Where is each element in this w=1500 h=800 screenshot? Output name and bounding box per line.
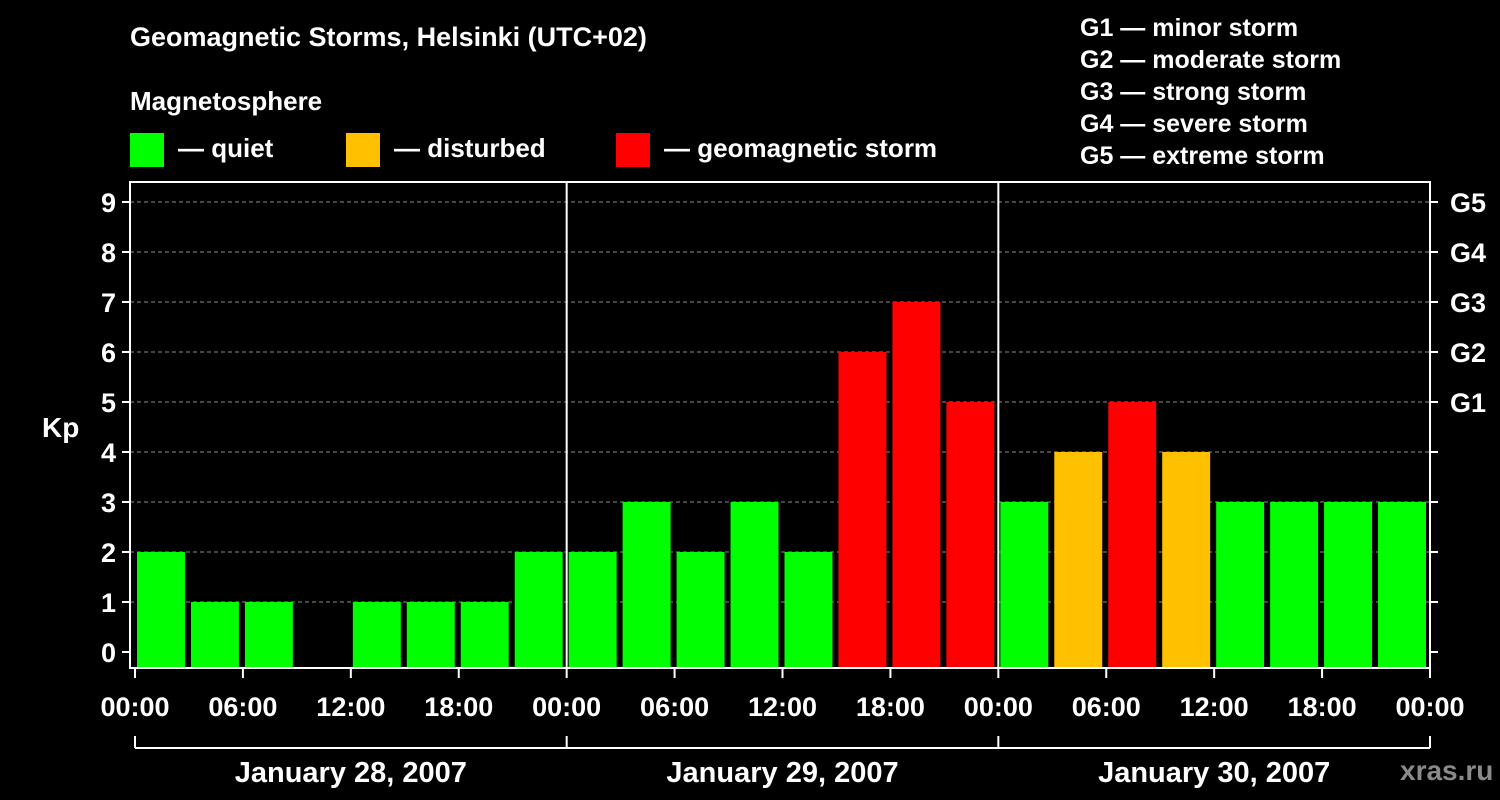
g-scale-label: G3 [1450, 288, 1486, 318]
legend-label-disturbed: — disturbed [394, 133, 546, 163]
y-tick-label: 7 [101, 288, 116, 318]
kp-bar [514, 552, 563, 668]
kp-bar [1162, 452, 1211, 668]
kp-bar [1000, 502, 1049, 668]
day-label: January 30, 2007 [1098, 757, 1330, 789]
x-tick-label: 06:00 [1072, 692, 1141, 722]
y-tick-label: 5 [101, 388, 116, 418]
x-tick-label: 18:00 [424, 692, 493, 722]
kp-bar [137, 552, 185, 668]
kp-bar [190, 602, 239, 668]
kp-bar [1378, 502, 1426, 668]
y-tick-label: 0 [101, 638, 116, 668]
x-tick-label: 06:00 [640, 692, 709, 722]
x-tick-label: 12:00 [316, 692, 385, 722]
kp-bar [730, 502, 779, 668]
legend-swatch-quiet [130, 133, 164, 167]
x-tick-label: 12:00 [748, 692, 817, 722]
kp-bar [244, 602, 293, 668]
kp-bar [676, 552, 725, 668]
x-tick-label: 18:00 [856, 692, 925, 722]
kp-bar [1108, 402, 1157, 668]
g-scale-label: G2 [1450, 338, 1486, 368]
y-tick-label: 3 [101, 488, 116, 518]
day-label: January 28, 2007 [235, 757, 467, 789]
storm-scale-g1: G1 — minor storm [1080, 14, 1299, 42]
y-tick-label: 4 [101, 438, 116, 468]
kp-bar [460, 602, 509, 668]
kp-bar [784, 552, 833, 668]
y-tick-label: 2 [101, 538, 116, 568]
legend-label-quiet: — quiet [178, 133, 274, 163]
legend-swatch-storm [616, 133, 650, 167]
g-scale-label: G1 [1450, 388, 1486, 418]
kp-bar [838, 352, 887, 668]
x-tick-label: 06:00 [208, 692, 277, 722]
chart-title: Geomagnetic Storms, Helsinki (UTC+02) [130, 22, 647, 52]
g-scale-label: G5 [1450, 188, 1486, 218]
y-tick-label: 9 [101, 188, 116, 218]
y-tick-label: 1 [101, 588, 116, 618]
kp-bar [622, 502, 671, 668]
plot-frame [129, 181, 1431, 669]
x-tick-label: 00:00 [532, 692, 601, 722]
kp-bar [1054, 452, 1103, 668]
kp-bar [352, 602, 401, 668]
x-tick-label: 00:00 [1395, 692, 1464, 722]
legend-heading: Magnetosphere [130, 86, 323, 116]
kp-bar [1216, 502, 1265, 668]
kp-bar [406, 602, 455, 668]
y-axis-label: Kp [42, 412, 80, 443]
kp-bar [892, 302, 941, 668]
storm-scale-g4: G4 — severe storm [1080, 110, 1308, 138]
x-tick-label: 12:00 [1180, 692, 1249, 722]
kp-bar [1324, 502, 1373, 668]
storm-scale-g3: G3 — strong storm [1080, 78, 1307, 106]
legend-swatch-disturbed [346, 133, 380, 167]
watermark: xras.ru [1400, 755, 1494, 786]
kp-bar [946, 402, 995, 668]
storm-scale-g5: G5 — extreme storm [1080, 142, 1325, 170]
x-tick-label: 18:00 [1288, 692, 1357, 722]
day-label: January 29, 2007 [666, 757, 898, 789]
x-tick-label: 00:00 [964, 692, 1033, 722]
x-tick-label: 00:00 [100, 692, 169, 722]
storm-scale-g2: G2 — moderate storm [1080, 46, 1342, 74]
y-tick-label: 8 [101, 238, 116, 268]
g-scale-label: G4 [1450, 238, 1486, 268]
kp-bar [1270, 502, 1319, 668]
y-tick-label: 6 [101, 338, 116, 368]
kp-bar [568, 552, 617, 668]
legend-label-storm: — geomagnetic storm [664, 133, 938, 163]
